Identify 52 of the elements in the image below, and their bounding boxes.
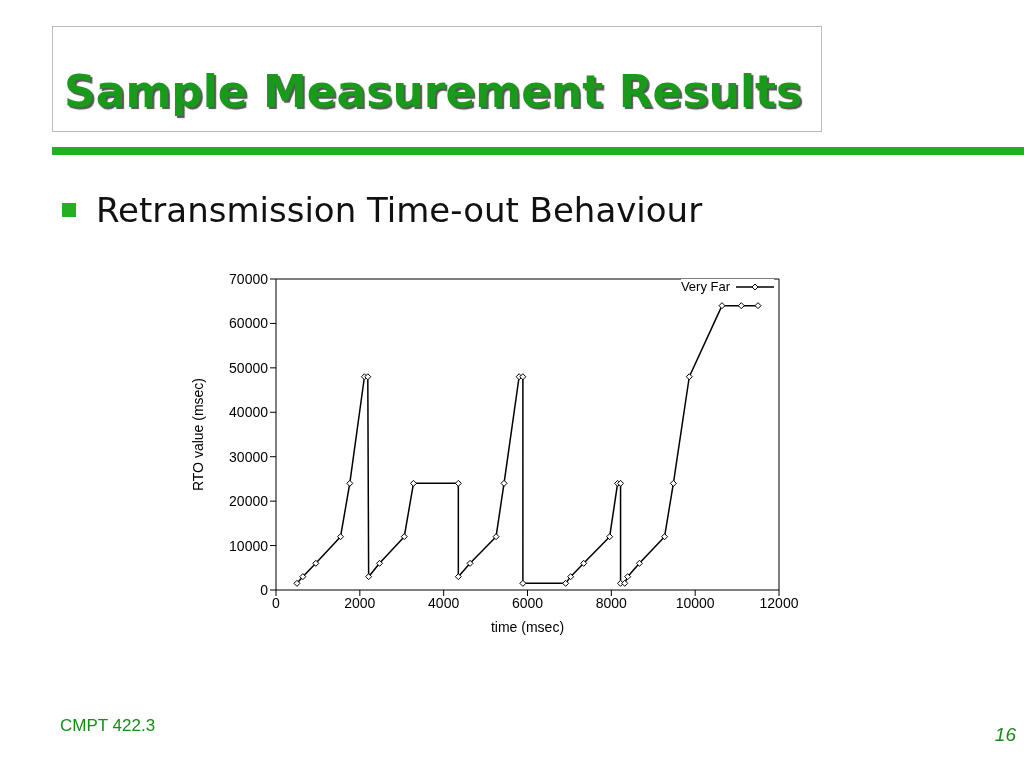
point [312, 559, 320, 567]
point [718, 302, 726, 310]
y-axis-title: RTO value (msec) [189, 377, 206, 492]
point [454, 573, 462, 581]
y-tick-label: 40000 [229, 404, 269, 421]
point [754, 302, 762, 310]
point [669, 479, 677, 487]
point [661, 533, 669, 541]
y-tick-label: 50000 [229, 359, 269, 376]
point [562, 579, 570, 587]
point [376, 559, 384, 567]
x-tick-label: 4000 [428, 594, 460, 611]
point [519, 579, 527, 587]
point [621, 579, 629, 587]
point [492, 533, 500, 541]
point [519, 373, 527, 381]
point [365, 573, 373, 581]
x-tick-label: 8000 [595, 594, 628, 611]
point [466, 559, 474, 567]
point [567, 573, 575, 581]
x-tick-label: 12000 [759, 594, 799, 611]
text: CMPT 422.3 [60, 716, 156, 736]
point [685, 373, 693, 381]
x-tick-label: 2000 [344, 594, 376, 611]
point [299, 573, 307, 581]
x-tick-label: 6000 [511, 594, 544, 611]
point [624, 573, 632, 581]
x-axis-title: time (msec) [490, 619, 565, 635]
y-tick-label: 30000 [229, 448, 269, 465]
point [293, 579, 301, 587]
y-tick-label: 60000 [229, 315, 269, 332]
x-tick-label: 10000 [675, 594, 715, 611]
point [346, 479, 354, 487]
x-tick-label: 0 [272, 594, 281, 611]
point [500, 479, 508, 487]
point [606, 533, 614, 541]
y-tick-label: 0 [260, 581, 269, 598]
y-tick-label: 70000 [229, 270, 269, 287]
point [737, 302, 745, 310]
point [580, 559, 588, 567]
legend-label: Very Far [680, 279, 730, 294]
point [337, 533, 345, 541]
point [364, 373, 372, 381]
y-tick-label: 10000 [229, 537, 269, 554]
text: 16 [994, 724, 1016, 746]
point [454, 479, 462, 487]
point [409, 479, 417, 487]
chart-title: Sample Measurement Results [64, 66, 803, 117]
point [400, 533, 408, 541]
y-tick-label: 20000 [229, 493, 269, 510]
point [635, 559, 643, 567]
chart-subtitle: Retransmission Time-out Behaviour [96, 190, 703, 230]
